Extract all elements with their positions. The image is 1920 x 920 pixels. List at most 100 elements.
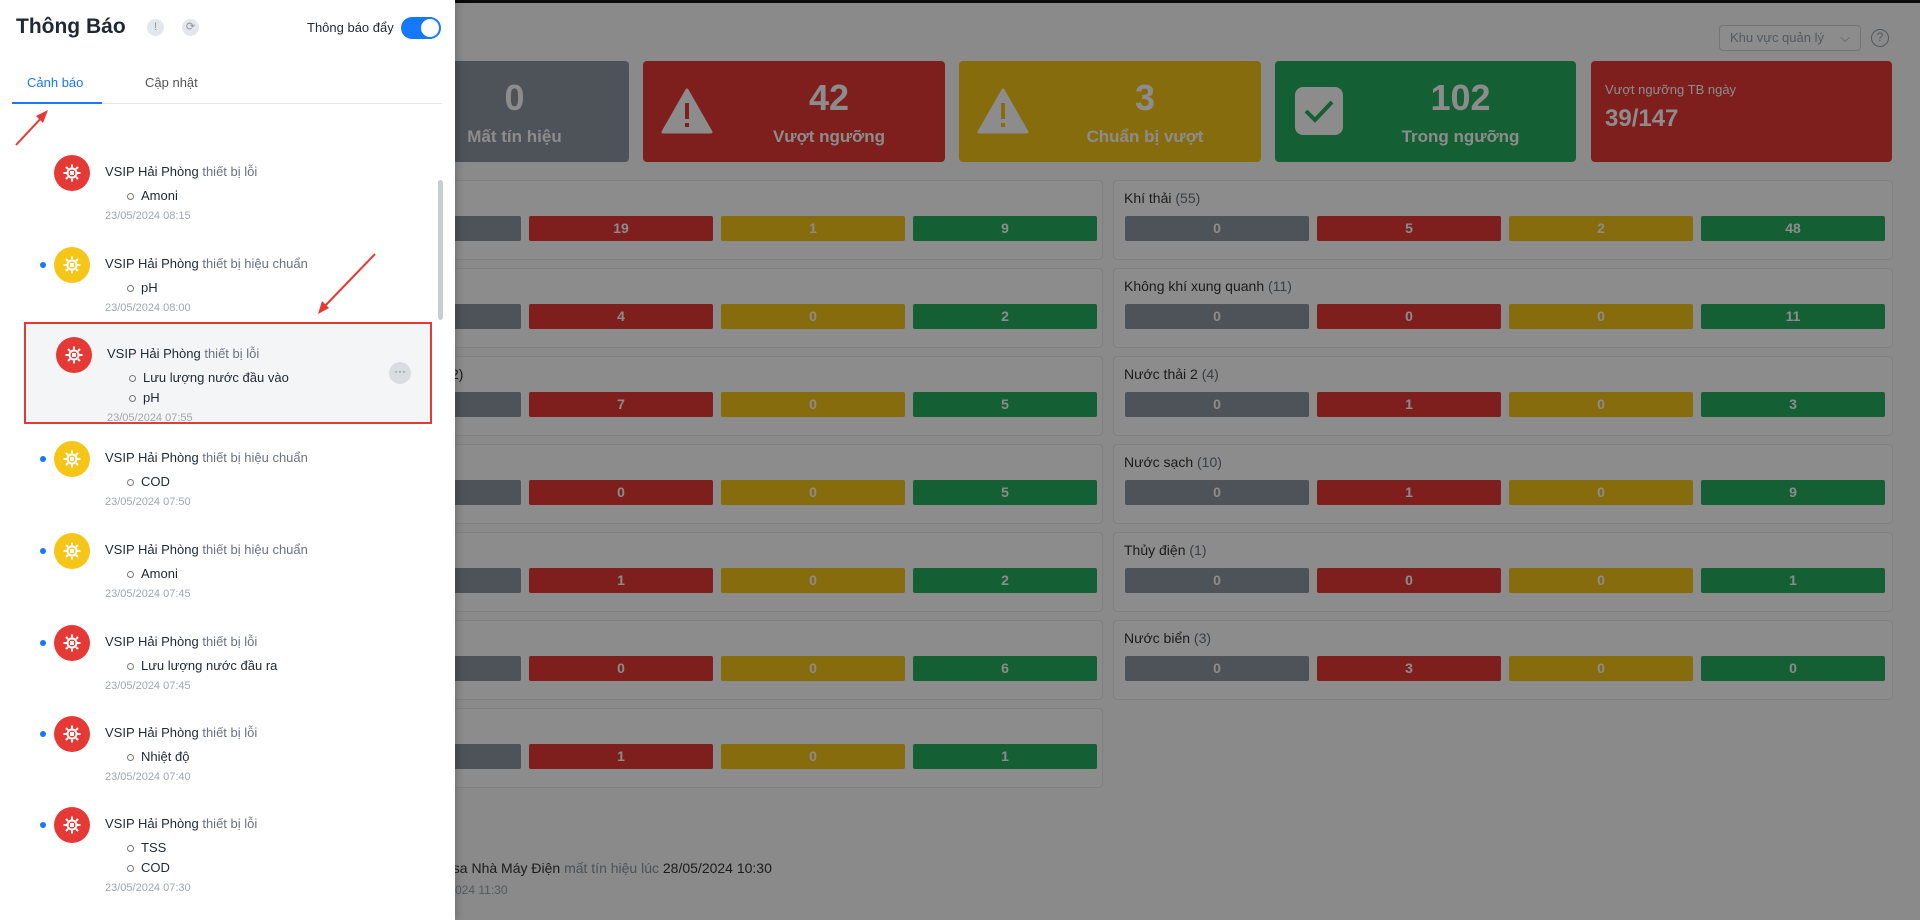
notification-item[interactable]: VSIP Hải Phòng thiết bị hiệu chuẩn pH 23/0… (0, 232, 445, 314)
count-bar-red[interactable]: 0 (529, 480, 713, 505)
region-select[interactable]: Khu vực quản lý ⌵ (1719, 25, 1861, 51)
group-card[interactable]: Nước sạch (10) 0 1 0 9 (1113, 444, 1893, 524)
count-bar-green[interactable]: 2 (913, 304, 1097, 329)
count-bar-gray[interactable]: 0 (1125, 392, 1309, 417)
notification-item[interactable]: VSIP Hải Phòng thiết bị hiệu chuẩn COD 23/… (0, 426, 445, 508)
count-bar-gray[interactable]: 0 (1125, 656, 1309, 681)
card-exceed[interactable]: 42 Vượt ngưỡng (643, 61, 945, 162)
unread-dot (40, 548, 46, 554)
count-bar-yellow[interactable]: 0 (721, 480, 905, 505)
refresh-icon[interactable]: ⟳ (182, 19, 199, 36)
count-bar-green[interactable]: 5 (913, 392, 1097, 417)
notification-list[interactable]: VSIP Hải Phòng thiết bị lỗi Amoni 23/05/20… (0, 130, 445, 920)
count-bar-yellow[interactable]: 0 (721, 568, 905, 593)
count-bar-yellow[interactable]: 0 (721, 304, 905, 329)
group-card[interactable]: Nước biển (3) 0 3 0 0 (1113, 620, 1893, 700)
tab-updates[interactable]: Cập nhật (145, 75, 198, 90)
card-within[interactable]: 102 Trong ngưỡng (1275, 61, 1576, 162)
card-exceed-label: Vượt ngưỡng (772, 127, 886, 146)
count-bar-red[interactable]: 1 (529, 568, 713, 593)
count-bar-yellow[interactable]: 0 (1509, 480, 1693, 505)
parameter-item: pH (127, 280, 158, 295)
count-bar-yellow[interactable]: 0 (721, 744, 905, 769)
count-bar-yellow[interactable]: 0 (1509, 392, 1693, 417)
notification-item[interactable]: VSIP Hải Phòng thiết bị lỗi Nhiệt độ 23/05… (0, 701, 445, 783)
card-prepare[interactable]: 3 Chuẩn bị vượt (959, 61, 1261, 162)
count-bar-red[interactable]: 5 (1317, 216, 1501, 241)
count-bar-green[interactable]: 6 (913, 656, 1097, 681)
card-exceed-value: 42 (808, 77, 850, 118)
count-bar-red[interactable]: 0 (1317, 568, 1501, 593)
count-bar-yellow[interactable]: 0 (1509, 568, 1693, 593)
count-bar-green[interactable]: 3 (1701, 392, 1885, 417)
info-icon[interactable]: ! (147, 19, 164, 36)
notification-item[interactable]: VSIP Hải Phòng thiết bị lỗi Amoni 23/05/20… (0, 140, 445, 222)
count-bar-green[interactable]: 2 (913, 568, 1097, 593)
group-name: Khí thải (1124, 190, 1172, 206)
count-bar-green[interactable]: 9 (1701, 480, 1885, 505)
lost-signal-line[interactable]: osa Nhà Máy Điện mất tín hiệu lúc 28/05/… (445, 860, 772, 876)
count-bar-gray[interactable]: 0 (1125, 304, 1309, 329)
count-bar-green[interactable]: 9 (913, 216, 1097, 241)
count-bar-yellow[interactable]: 0 (1509, 304, 1693, 329)
count-bar-gray[interactable]: 0 (1125, 216, 1309, 241)
card-daily-average-label: Vượt ngưỡng TB ngày (1605, 82, 1737, 97)
count-bar-red[interactable]: 1 (529, 744, 713, 769)
group-card[interactable]: Nước thải 2 (4) 0 1 0 3 (1113, 356, 1893, 436)
count-bar-red[interactable]: 4 (529, 304, 713, 329)
more-options-button[interactable]: ··· (389, 362, 411, 384)
device-error-icon (54, 247, 90, 283)
scrollbar-thumb[interactable] (438, 180, 443, 320)
count-bar-green[interactable]: 48 (1701, 216, 1885, 241)
count-bar-red[interactable]: 3 (1317, 656, 1501, 681)
count-bar-green[interactable]: 5 (913, 480, 1097, 505)
notification-action: thiết bị hiệu chuẩn (202, 450, 308, 465)
group-card[interactable]: Thủy điện (1) 0 0 0 1 (1113, 532, 1893, 612)
notification-heading: VSIP Hải Phòng thiết bị hiệu chuẩn (105, 542, 308, 557)
count-bar-yellow[interactable]: 0 (721, 392, 905, 417)
count-bar-red[interactable]: 7 (529, 392, 713, 417)
count-bar-gray[interactable]: 0 (1125, 568, 1309, 593)
count-bar-red[interactable]: 0 (529, 656, 713, 681)
parameter-item: TSS (126, 840, 167, 855)
station-name: VSIP Hải Phòng (105, 450, 199, 465)
lost-signal-time: /2024 11:30 (445, 883, 508, 897)
notification-item[interactable]: VSIP Hải Phòng thiết bị lỗi TSS COD 23/05/2… (0, 792, 445, 894)
count-bar-green[interactable]: 1 (1701, 568, 1885, 593)
count-bar-green[interactable]: 0 (1701, 656, 1885, 681)
group-card[interactable]: Khí thải (55) 0 5 2 48 (1113, 180, 1893, 260)
notification-item[interactable]: VSIP Hải Phòng thiết bị lỗi Lưu lượng nướ… (24, 322, 432, 424)
notification-action: thiết bị lỗi (204, 346, 260, 361)
tab-alerts[interactable]: Cảnh báo (27, 75, 84, 90)
group-card[interactable]: Không khí xung quanh (11) 0 0 0 11 (1113, 268, 1893, 348)
count-bar-yellow[interactable]: 1 (721, 216, 905, 241)
count-bar-gray[interactable]: 0 (1125, 480, 1309, 505)
parameter-item: Lưu lượng nước đầu vào (129, 370, 289, 385)
count-bar-red[interactable]: 1 (1317, 392, 1501, 417)
card-daily-average[interactable]: Vượt ngưỡng TB ngày 39/147 (1591, 61, 1892, 162)
count-bar-yellow[interactable]: 0 (721, 656, 905, 681)
station-name: VSIP Hải Phòng (105, 816, 199, 831)
count-bar-red[interactable]: 1 (1317, 480, 1501, 505)
push-notification-toggle[interactable] (401, 17, 441, 39)
help-icon[interactable]: ? (1871, 29, 1889, 47)
unread-dot (40, 456, 46, 462)
count-bar-green[interactable]: 1 (913, 744, 1097, 769)
notification-heading: VSIP Hải Phòng thiết bị lỗi (105, 634, 257, 649)
left-group-card[interactable]: 2) 7 0 5 (400, 356, 1103, 436)
station-name: VSIP Hải Phòng (105, 256, 199, 271)
notification-item[interactable]: VSIP Hải Phòng thiết bị hiệu chuẩn Amoni 2… (0, 518, 445, 600)
count-bar-yellow[interactable]: 2 (1509, 216, 1693, 241)
lost-signal-timestamp: 28/05/2024 10:30 (662, 860, 772, 876)
notification-item[interactable]: VSIP Hải Phòng thiết bị lỗi Lưu lượng nướ… (0, 610, 445, 692)
notification-heading: VSIP Hải Phòng thiết bị lỗi (105, 725, 257, 740)
count-bar-red[interactable]: 0 (1317, 304, 1501, 329)
count-bar-green[interactable]: 11 (1701, 304, 1885, 329)
count-bar-yellow[interactable]: 0 (1509, 656, 1693, 681)
count-bar-red[interactable]: 19 (529, 216, 713, 241)
